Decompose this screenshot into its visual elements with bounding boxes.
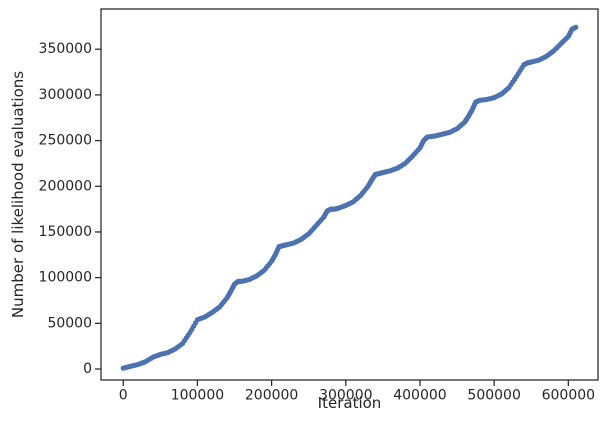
x-tick-label: 300000 [319,388,372,404]
y-axis-label: Number of likelihood evaluations [9,71,27,318]
y-axis: 0 50000 100000 150000 200000 250000 300000 3500… [39,41,101,377]
x-tick-label: 100000 [171,388,224,404]
series-points [120,24,579,371]
x-tick-label: 600000 [542,388,595,404]
y-tick-label: 100000 [39,270,92,286]
y-tick-label: 300000 [39,87,92,103]
x-tick-label: 400000 [393,388,446,404]
y-tick-label: 350000 [39,41,92,57]
plot-frame [100,8,599,381]
y-tick-label: 50000 [47,315,92,331]
y-tick-label: 250000 [39,133,92,149]
data-point [573,24,579,30]
x-axis-label: Iteration [318,394,382,412]
x-tick-label: 500000 [467,388,520,404]
x-tick-label: 0 [119,388,128,404]
y-tick-label: 200000 [39,178,92,194]
y-tick-label: 150000 [39,224,92,240]
x-axis: 0 100000 200000 300000 400000 500000 600000 [119,380,595,404]
y-tick-label: 0 [83,361,92,377]
x-tick-label: 200000 [245,388,298,404]
